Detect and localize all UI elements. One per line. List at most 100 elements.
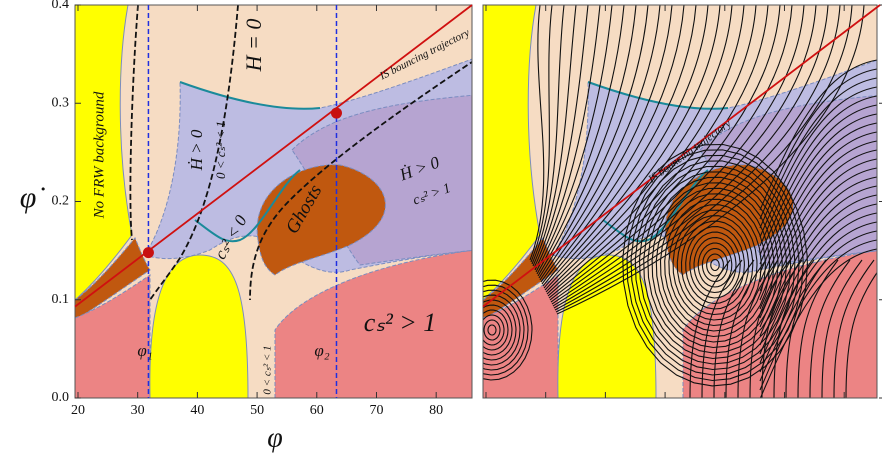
annotation: No FRW background bbox=[91, 91, 107, 219]
annotation: 0 < cₛ² < 1 bbox=[262, 345, 274, 394]
streamline bbox=[539, 5, 661, 281]
x-tick-label: 80 bbox=[429, 403, 443, 418]
streamline bbox=[651, 182, 779, 349]
streamline bbox=[544, 5, 721, 291]
streamline bbox=[759, 59, 877, 211]
streamline bbox=[701, 259, 743, 398]
streamline bbox=[529, 5, 545, 261]
streamline bbox=[534, 5, 601, 271]
annotation: Ḣ > 0 bbox=[187, 129, 206, 171]
streamline bbox=[533, 5, 589, 269]
annotation: H = 0 bbox=[241, 19, 266, 73]
streamline bbox=[773, 259, 815, 398]
streamline bbox=[535, 5, 613, 273]
streamline bbox=[759, 140, 877, 292]
streamline bbox=[483, 289, 525, 371]
y-tick-label: 0.0 bbox=[52, 390, 70, 405]
trajectory bbox=[74, 4, 473, 308]
streamline bbox=[634, 160, 796, 371]
streamline bbox=[809, 259, 851, 398]
streamline bbox=[759, 122, 877, 274]
x-tick-label: 30 bbox=[131, 403, 145, 418]
streamline bbox=[761, 259, 803, 398]
streamline bbox=[554, 5, 841, 311]
streamline bbox=[547, 5, 757, 297]
streamline bbox=[759, 104, 877, 256]
streamline bbox=[483, 279, 533, 381]
y-axis-label: φ̇ bbox=[20, 181, 46, 214]
streamline bbox=[759, 86, 877, 238]
separatrices bbox=[129, 5, 472, 301]
streamline bbox=[549, 5, 781, 301]
streamline bbox=[725, 259, 767, 398]
x-axis-label: φ bbox=[267, 422, 283, 453]
streamline bbox=[759, 203, 877, 355]
streamline bbox=[630, 154, 800, 376]
streamline bbox=[759, 194, 877, 346]
streamline bbox=[737, 259, 779, 398]
point bbox=[142, 247, 154, 259]
streamline bbox=[676, 215, 754, 316]
streamline bbox=[483, 309, 509, 351]
streamline bbox=[531, 5, 565, 265]
point bbox=[330, 107, 342, 119]
streamline bbox=[532, 5, 577, 267]
streamline bbox=[685, 226, 745, 305]
streamline bbox=[659, 193, 771, 338]
streamline bbox=[821, 259, 863, 398]
streamline bbox=[759, 239, 877, 391]
streamline bbox=[487, 324, 497, 336]
right-frame bbox=[482, 4, 878, 399]
streamline bbox=[759, 158, 877, 310]
streamline bbox=[545, 5, 733, 293]
x-tick-label: 20 bbox=[71, 403, 85, 418]
streamline bbox=[546, 5, 745, 295]
annotation: φ₁ bbox=[137, 341, 152, 360]
streamline bbox=[556, 5, 865, 315]
streamline bbox=[697, 242, 733, 288]
streamline bbox=[680, 220, 750, 310]
streamline bbox=[759, 221, 877, 373]
streamline bbox=[647, 176, 783, 354]
streamline bbox=[672, 209, 758, 321]
streamline bbox=[483, 284, 529, 376]
x-tick-label: 50 bbox=[250, 403, 264, 418]
y-tick-label: 0.4 bbox=[52, 0, 70, 12]
streamlines bbox=[483, 5, 877, 398]
y-tick-label: 0.3 bbox=[52, 95, 70, 110]
streamline bbox=[759, 248, 877, 398]
streamline bbox=[664, 198, 766, 332]
streamline bbox=[701, 248, 729, 283]
streamline bbox=[638, 165, 792, 365]
streamline bbox=[759, 149, 877, 301]
streamline bbox=[689, 231, 741, 299]
streamline bbox=[483, 319, 501, 341]
streamline bbox=[550, 5, 793, 303]
streamline bbox=[785, 259, 827, 398]
annotation: cₛ² > 1 bbox=[364, 308, 437, 337]
streamline bbox=[710, 258, 720, 272]
trajectory bbox=[482, 4, 881, 308]
annotation: 0 < cₛ² < 1 bbox=[213, 121, 228, 179]
streamline bbox=[693, 237, 737, 294]
streamline bbox=[749, 259, 791, 398]
streamline bbox=[551, 5, 805, 305]
x-tick-label: 60 bbox=[310, 403, 324, 418]
streamline bbox=[541, 5, 685, 285]
streamline bbox=[543, 5, 709, 289]
streamline bbox=[759, 95, 877, 247]
streamline bbox=[759, 212, 877, 364]
streamline bbox=[553, 5, 829, 309]
streamline bbox=[713, 259, 755, 398]
y-tick-label: 0.1 bbox=[52, 292, 70, 307]
streamline bbox=[759, 167, 877, 319]
streamline bbox=[483, 304, 513, 356]
streamline bbox=[555, 5, 853, 313]
streamline bbox=[759, 113, 877, 265]
streamline bbox=[845, 271, 877, 398]
streamline bbox=[668, 204, 762, 327]
streamline bbox=[759, 176, 877, 328]
x-tick-label: 70 bbox=[369, 403, 383, 418]
streamline bbox=[483, 299, 517, 361]
